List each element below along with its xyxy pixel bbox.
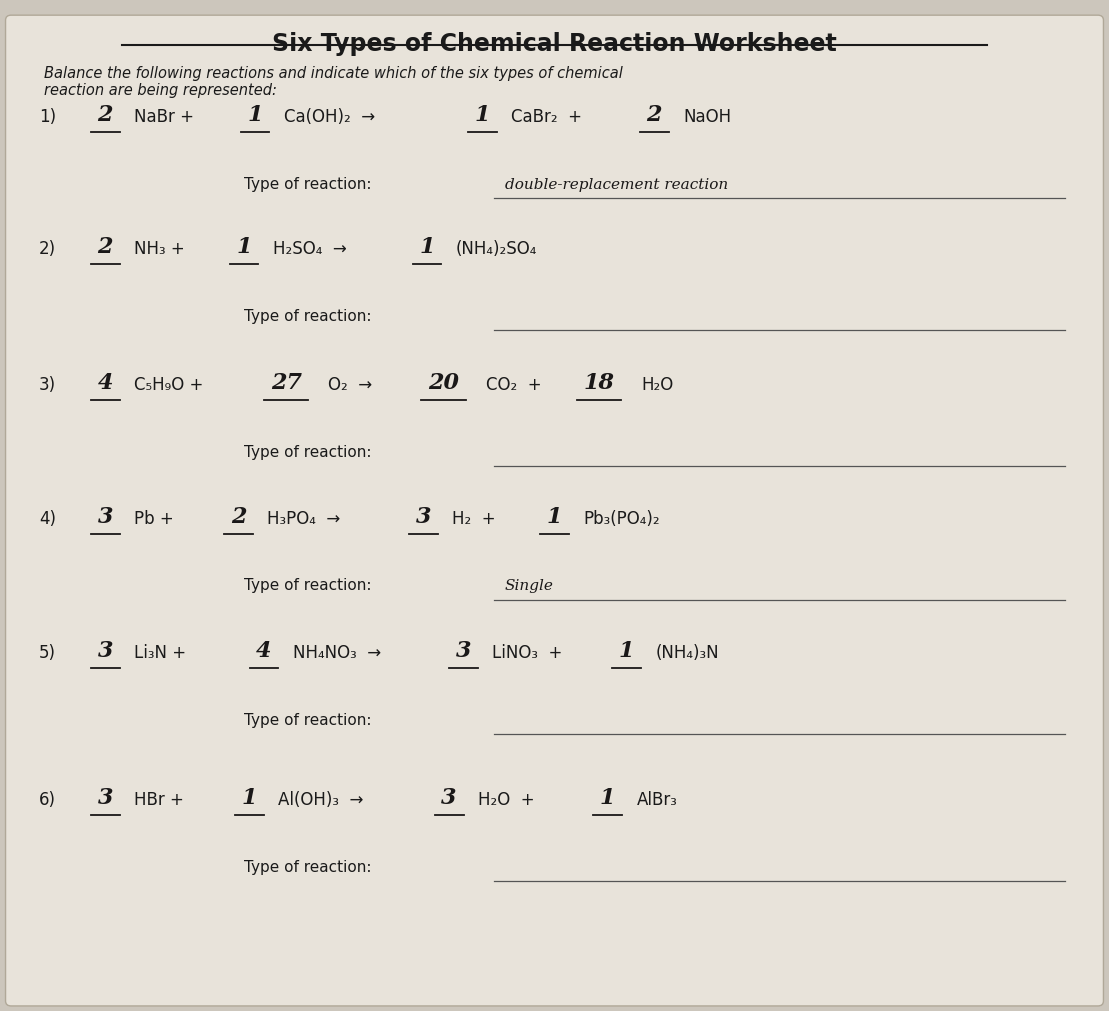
Text: Single: Single <box>505 579 553 593</box>
FancyBboxPatch shape <box>6 15 1103 1006</box>
Text: 1): 1) <box>39 108 55 126</box>
Text: Type of reaction:: Type of reaction: <box>244 308 372 324</box>
Text: NaOH: NaOH <box>683 108 731 126</box>
Text: Pb₃(PO₄)₂: Pb₃(PO₄)₂ <box>583 510 660 528</box>
Text: 27: 27 <box>271 372 302 394</box>
Text: CO₂  +: CO₂ + <box>486 376 547 394</box>
Text: 3: 3 <box>98 787 113 809</box>
Text: NaBr +: NaBr + <box>134 108 200 126</box>
Text: O₂  →: O₂ → <box>328 376 383 394</box>
Text: Type of reaction:: Type of reaction: <box>244 859 372 875</box>
Text: 2): 2) <box>39 240 55 258</box>
Text: 4: 4 <box>98 372 113 394</box>
Text: 1: 1 <box>236 236 252 258</box>
Text: Type of reaction:: Type of reaction: <box>244 578 372 593</box>
Text: 18: 18 <box>583 372 614 394</box>
Text: H₂SO₄  →: H₂SO₄ → <box>273 240 357 258</box>
Text: LiNO₃  +: LiNO₃ + <box>492 644 568 662</box>
Text: Balance the following reactions and indicate which of the six types of chemical
: Balance the following reactions and indi… <box>44 66 623 98</box>
Text: 1: 1 <box>242 787 257 809</box>
Text: 1: 1 <box>619 640 634 662</box>
Text: Ca(OH)₂  →: Ca(OH)₂ → <box>284 108 386 126</box>
Text: 1: 1 <box>475 104 490 126</box>
Text: CaBr₂  +: CaBr₂ + <box>511 108 588 126</box>
Text: 3: 3 <box>456 640 471 662</box>
Text: (NH₄)₃N: (NH₄)₃N <box>655 644 719 662</box>
Text: (NH₄)₂SO₄: (NH₄)₂SO₄ <box>456 240 537 258</box>
Text: 3): 3) <box>39 376 55 394</box>
Text: 1: 1 <box>419 236 435 258</box>
Text: Six Types of Chemical Reaction Worksheet: Six Types of Chemical Reaction Worksheet <box>272 32 837 57</box>
Text: 3: 3 <box>98 640 113 662</box>
Text: H₂O  +: H₂O + <box>478 791 540 809</box>
Text: C₅H₉O +: C₅H₉O + <box>134 376 208 394</box>
Text: AlBr₃: AlBr₃ <box>637 791 678 809</box>
Text: 4: 4 <box>256 640 272 662</box>
Text: Type of reaction:: Type of reaction: <box>244 445 372 460</box>
Text: double-replacement reaction: double-replacement reaction <box>505 178 728 192</box>
Text: 2: 2 <box>98 104 113 126</box>
Text: Al(OH)₃  →: Al(OH)₃ → <box>278 791 374 809</box>
Text: 6): 6) <box>39 791 55 809</box>
Text: Type of reaction:: Type of reaction: <box>244 177 372 192</box>
Text: NH₃ +: NH₃ + <box>134 240 190 258</box>
Text: H₃PO₄  →: H₃PO₄ → <box>267 510 352 528</box>
Text: Type of reaction:: Type of reaction: <box>244 713 372 728</box>
Text: 2: 2 <box>647 104 662 126</box>
Text: 5): 5) <box>39 644 55 662</box>
Text: H₂  +: H₂ + <box>452 510 501 528</box>
Text: 2: 2 <box>231 506 246 528</box>
Text: H₂O: H₂O <box>641 376 673 394</box>
Text: Li₃N +: Li₃N + <box>134 644 192 662</box>
Text: 1: 1 <box>547 506 562 528</box>
Text: 3: 3 <box>441 787 457 809</box>
Text: HBr +: HBr + <box>134 791 190 809</box>
Text: 2: 2 <box>98 236 113 258</box>
Text: 3: 3 <box>416 506 431 528</box>
Text: 20: 20 <box>428 372 459 394</box>
Text: 3: 3 <box>98 506 113 528</box>
Text: 4): 4) <box>39 510 55 528</box>
Text: 1: 1 <box>600 787 615 809</box>
Text: 1: 1 <box>247 104 263 126</box>
Text: Pb +: Pb + <box>134 510 180 528</box>
Text: NH₄NO₃  →: NH₄NO₃ → <box>293 644 391 662</box>
